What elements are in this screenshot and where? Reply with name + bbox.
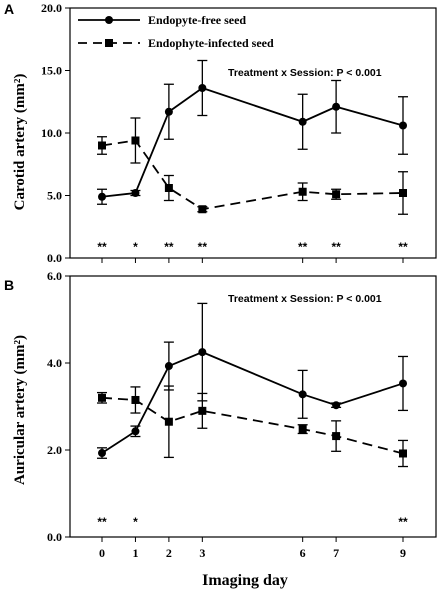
legend-marker-infected	[105, 39, 113, 47]
panel-a-point-free	[131, 189, 140, 197]
panel-b-point-free	[131, 427, 140, 436]
x-axis-label: Imaging day	[202, 572, 288, 589]
panel-b-y-tick-label: 0.0	[47, 530, 62, 544]
panel-a-point-free	[198, 84, 207, 92]
panel-b-y-tick-label: 4.0	[47, 356, 62, 370]
panel-a-point-free	[98, 192, 106, 201]
panel-b-point-infected	[298, 425, 307, 434]
panel-b-point-free	[332, 401, 341, 410]
panel-a-point-free	[298, 117, 307, 126]
panel-b-point-free	[164, 362, 173, 371]
panel-b-x-tick-label: 0	[99, 546, 105, 560]
panel-b-point-free	[98, 449, 106, 458]
panel-a-significance-mark: **	[298, 240, 308, 254]
panel-a-significance-mark: **	[198, 240, 208, 254]
legend-label-infected: Endophyte-infected seed	[148, 36, 274, 50]
panel-a-significance-mark: **	[164, 240, 174, 254]
panel-b-x-tick-label: 9	[400, 546, 406, 560]
panel-b-significance-mark: *	[133, 515, 138, 529]
panel-b-significance-mark: **	[398, 515, 408, 529]
panel-b-series-free-line	[101, 351, 404, 454]
panel-a-y-tick-label: 10.0	[41, 126, 62, 140]
panel-b-significance-mark: **	[97, 515, 107, 529]
panel-a-point-infected	[198, 205, 207, 214]
panel-b-point-free	[399, 379, 407, 388]
legend-label-free: Endopyte-free seed	[148, 13, 246, 27]
panel-b-point-infected	[332, 432, 341, 441]
panel-a-significance-mark: **	[331, 240, 341, 254]
panel-a-point-infected	[298, 187, 307, 196]
panel-b-label: B	[4, 277, 14, 293]
panel-b-point-free	[298, 390, 307, 399]
panel-a-series-infected-line	[101, 139, 404, 211]
panel-b-x-tick-label: 1	[132, 546, 138, 560]
panel-a-axes: 0.05.010.015.020.0** * ** ** ** ** **	[41, 1, 437, 265]
panel-a-significance-mark: **	[97, 240, 107, 254]
panel-a-significance-mark: **	[398, 240, 408, 254]
panel-b-axes: 0.02.04.06.00 1 2 3 6 7 9** * **	[47, 269, 437, 560]
panel-a-point-infected	[399, 189, 407, 197]
panel-b-point-infected	[164, 417, 173, 426]
panel-a-y-tick-label: 5.0	[47, 189, 62, 203]
panel-b-frame	[69, 275, 437, 538]
panel-b-series-infected-line	[101, 396, 404, 455]
panel-b-y-tick-label: 6.0	[47, 269, 62, 283]
panel-a-y-tick-label: 0.0	[47, 251, 62, 265]
panel-a-annotation: Treatment x Session: P < 0.001	[228, 67, 382, 79]
panel-b-annotation: Treatment x Session: P < 0.001	[228, 293, 382, 305]
panel-a-y-label: Carotid artery (mm²)	[12, 74, 28, 211]
panel-b-x-tick-label: 6	[300, 546, 306, 560]
panel-a-point-free	[164, 107, 173, 116]
legend: Endopyte-free seed Endophyte-infected se…	[78, 13, 274, 50]
panel-b-x-tick-label: 7	[333, 546, 339, 560]
panel-b: B 0.02.04.06.00 1 2 3 6 7 9** * ** Auricular art…	[4, 269, 437, 560]
panel-a: A 0.05.010.015.020.0** * ** ** ** ** ** Caroti…	[4, 1, 437, 265]
panel-a-significance-mark: *	[133, 240, 138, 254]
panel-b-point-infected	[198, 406, 207, 415]
panel-a-label: A	[4, 1, 14, 17]
panel-b-y-label: Auricular artery (mm²)	[12, 335, 28, 485]
panel-a-point-infected	[98, 141, 106, 150]
panel-b-point-infected	[131, 395, 140, 404]
panel-a-y-tick-label: 20.0	[41, 1, 62, 15]
panel-a-series-free-line	[101, 87, 404, 198]
panel-a-point-infected	[164, 184, 173, 192]
panel-a-y-tick-label: 15.0	[41, 64, 62, 78]
legend-marker-free	[105, 16, 113, 24]
panel-b-x-tick-label: 2	[166, 546, 172, 560]
panel-a-point-free	[399, 121, 407, 130]
panel-b-point-infected	[399, 449, 407, 458]
panel-a-point-infected	[332, 190, 341, 199]
panel-b-point-infected	[98, 393, 106, 402]
panel-b-y-tick-label: 2.0	[47, 443, 62, 457]
panel-b-point-free	[198, 348, 207, 357]
panel-a-point-infected	[131, 136, 140, 145]
panel-b-x-tick-label: 3	[199, 546, 205, 560]
panel-a-point-free	[332, 102, 341, 111]
